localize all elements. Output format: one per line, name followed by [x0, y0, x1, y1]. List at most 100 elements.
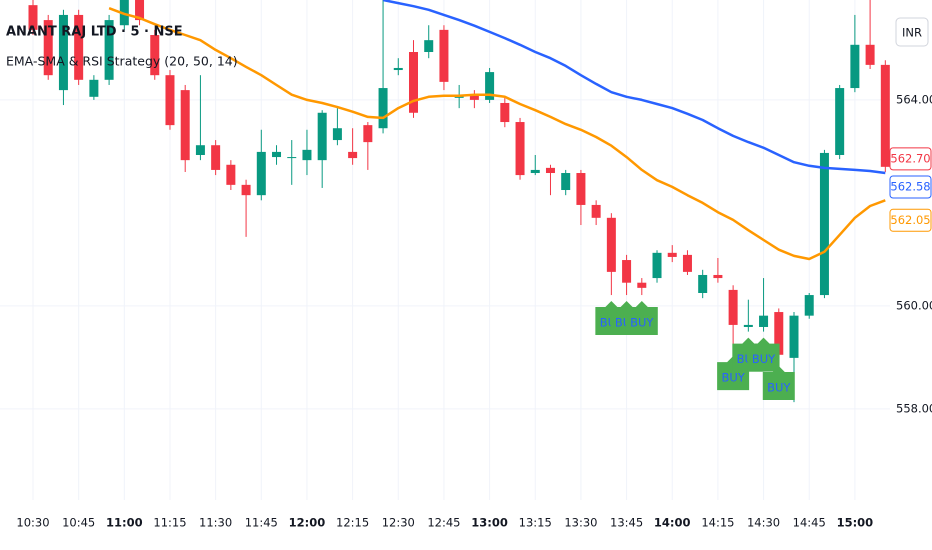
x-tick-label: 10:45	[62, 516, 95, 530]
candle-body	[424, 40, 434, 53]
candle-body	[241, 184, 251, 196]
buy-marker	[747, 337, 780, 372]
x-tick-label: 14:30	[747, 516, 780, 530]
candle-body	[698, 274, 708, 293]
candle-body	[789, 315, 799, 358]
y-tick-label: 564.00	[896, 92, 932, 106]
candle-body	[819, 152, 829, 296]
price-badge-label: 562.70	[890, 151, 930, 165]
candle-body	[865, 44, 875, 65]
candle-body	[804, 295, 814, 316]
candle-body	[576, 173, 586, 205]
candle-body	[880, 64, 890, 167]
x-tick-label: 13:15	[519, 516, 552, 530]
candle-body	[469, 94, 479, 100]
x-tick-label: 11:00	[106, 516, 143, 530]
x-tick-label: 12:15	[336, 516, 369, 530]
x-tick-label: 13:45	[610, 516, 643, 530]
x-tick-label: 15:00	[837, 516, 874, 530]
candle-body	[180, 90, 190, 161]
price-badge-label: 562.58	[890, 180, 930, 194]
candle-body	[652, 252, 662, 279]
price-badge-label: 562.05	[890, 213, 930, 227]
x-tick-label: 13:00	[471, 516, 508, 530]
candle-body	[256, 151, 266, 196]
candle-body	[150, 35, 160, 76]
indicator-line	[382, 0, 886, 175]
candle-body	[774, 312, 784, 355]
x-tick-label: 11:30	[199, 516, 232, 530]
x-tick-label: 10:30	[16, 516, 49, 530]
candle-body	[728, 289, 738, 325]
price-axis	[890, 0, 932, 550]
candle-body	[759, 315, 769, 327]
candle-body	[622, 260, 632, 283]
y-tick-label: 560.00	[896, 298, 932, 312]
candle-body	[195, 145, 205, 155]
time-axis	[0, 500, 932, 550]
candle-body	[409, 52, 418, 113]
candle-body	[561, 173, 571, 191]
chart-subtitle: EMA-SMA & RSI Strategy (20, 50, 14)	[6, 54, 238, 69]
candle-body	[835, 88, 845, 155]
y-tick-label: 558.00	[896, 401, 932, 415]
axes: 558.00 560.00 564.00 10:30 10:45 11:00 11:15 11…	[16, 92, 932, 529]
buy-marker	[762, 365, 795, 400]
candle-body	[135, 0, 145, 21]
x-tick-label: 14:00	[654, 516, 691, 530]
candle-body	[545, 167, 555, 174]
candle-body	[363, 125, 373, 143]
candle-body	[485, 72, 495, 100]
candle-body	[713, 274, 723, 279]
candle-body	[58, 14, 68, 91]
candle-body	[530, 169, 540, 174]
candle-body	[89, 79, 99, 97]
candle-body	[606, 217, 616, 272]
price-badge	[889, 147, 932, 171]
candle-body	[743, 324, 753, 327]
buy-label: BUY	[767, 380, 791, 394]
buy-label: BUY	[721, 371, 745, 385]
x-tick-label: 12:45	[427, 516, 460, 530]
candle-body	[332, 128, 342, 141]
x-tick-label: 12:00	[289, 516, 326, 530]
price-badge	[889, 208, 932, 232]
candle-body	[667, 252, 677, 257]
currency-box[interactable]	[895, 17, 929, 47]
candle-body	[393, 67, 403, 71]
price-badge	[889, 175, 932, 199]
candle-body	[28, 5, 38, 30]
x-tick-label: 13:30	[564, 516, 597, 530]
currency: INR	[902, 26, 922, 40]
candle-body	[515, 122, 525, 176]
x-tick-label: 14:45	[793, 516, 826, 530]
candle-body	[43, 20, 53, 76]
x-tick-label: 14:15	[701, 516, 734, 530]
candle-body	[165, 75, 175, 126]
candle-body	[682, 254, 692, 272]
indicator-line	[108, 7, 886, 261]
buy-marker	[625, 301, 658, 336]
candle-body	[272, 151, 282, 158]
buy-label: BUY	[630, 316, 654, 330]
candle-body	[287, 157, 297, 159]
x-tick-label: 11:45	[245, 516, 278, 530]
candle-body	[500, 102, 510, 123]
x-tick-label: 11:15	[153, 516, 186, 530]
candle-body	[302, 149, 312, 161]
candle-body	[591, 204, 601, 218]
candle-body	[317, 112, 327, 161]
candle-body	[226, 164, 236, 185]
candle-body	[104, 20, 114, 80]
candle-body	[211, 145, 221, 170]
buy-label: BUY	[752, 352, 776, 366]
chart-title: ANANT RAJ LTD · 5 · NSE	[6, 25, 183, 40]
plot: BUYBUYBUYBUYBUYBUYBUY	[28, 0, 890, 403]
candle-body	[637, 282, 647, 288]
x-tick-label: 12:30	[382, 516, 415, 530]
candle-body	[74, 14, 84, 80]
candle-body	[378, 88, 388, 129]
candle-body	[348, 151, 358, 159]
